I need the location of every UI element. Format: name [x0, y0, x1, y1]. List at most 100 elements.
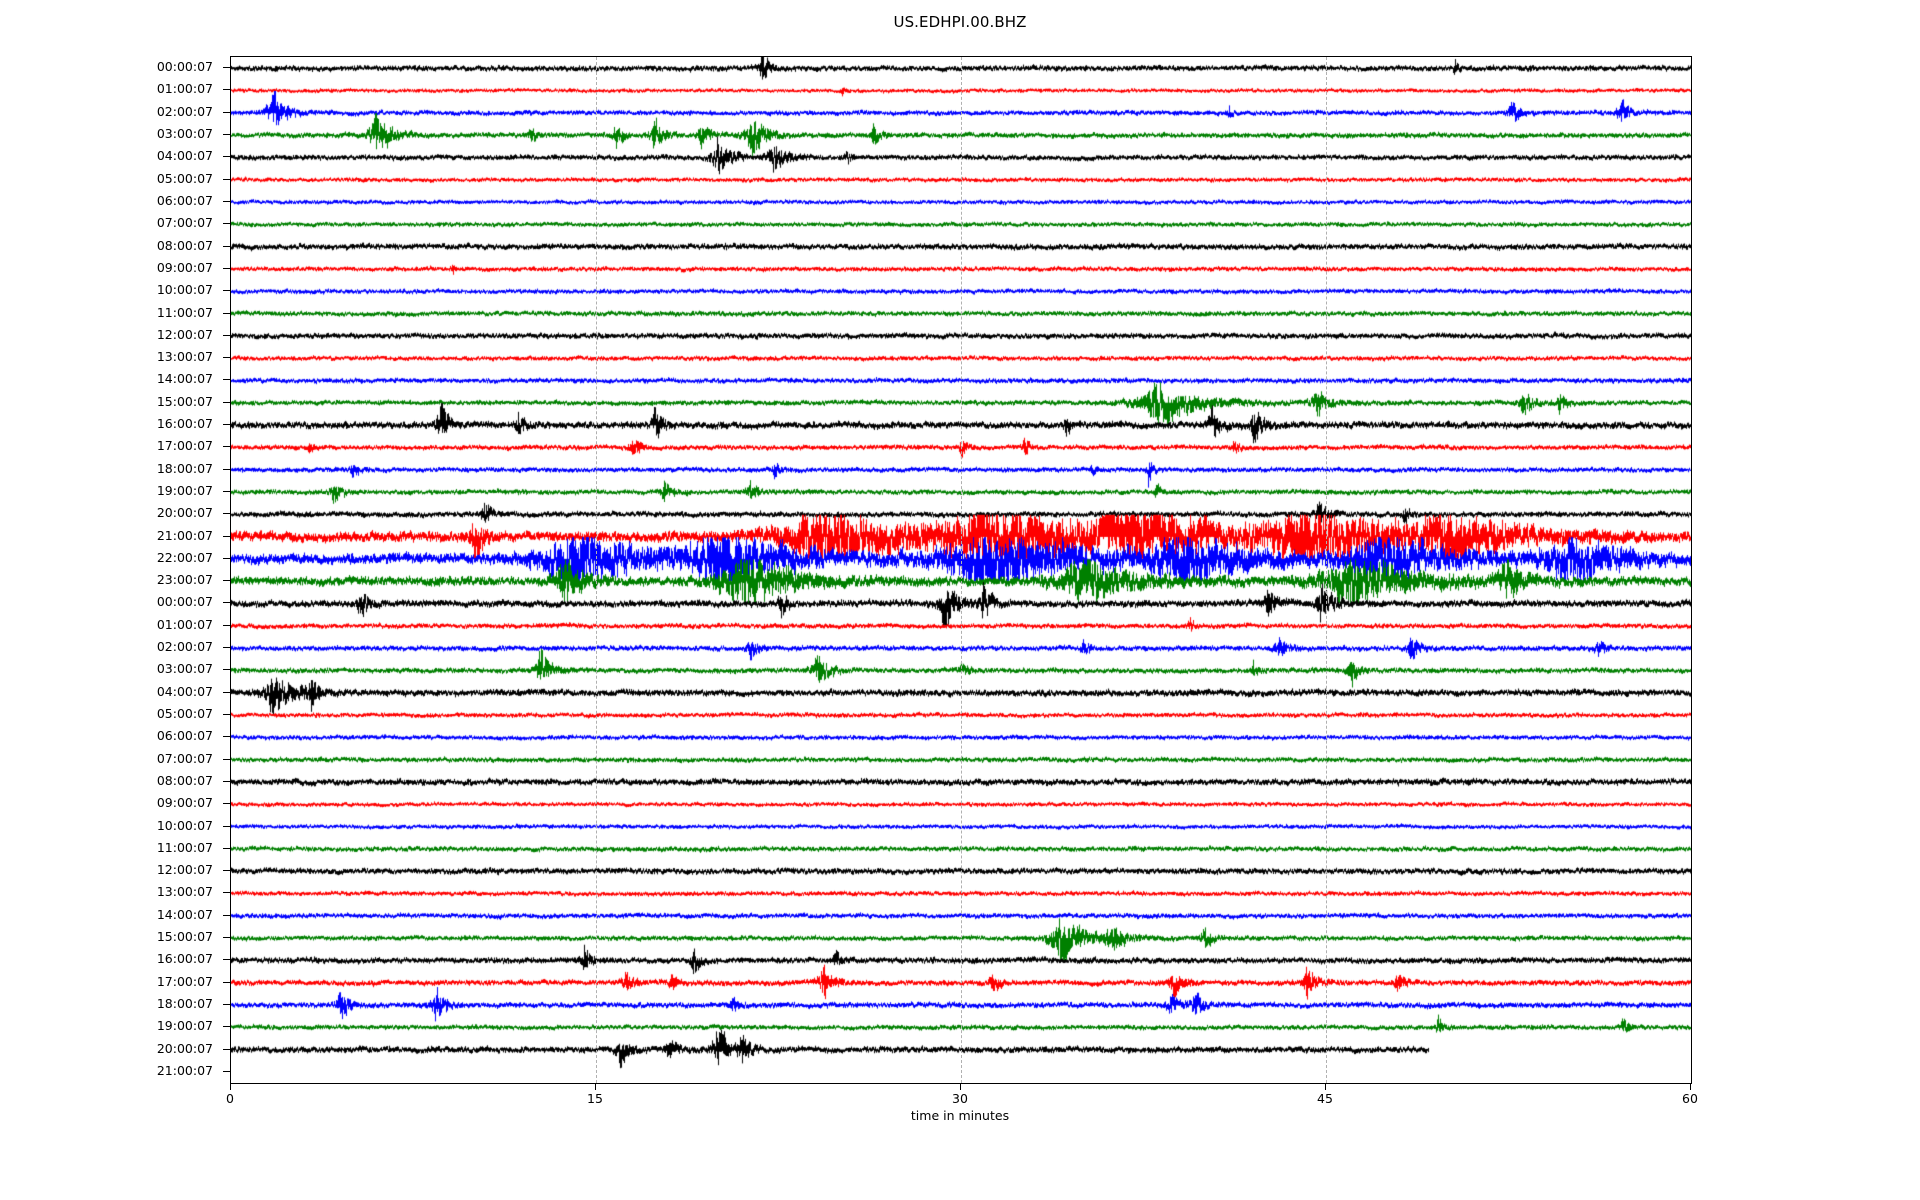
- y-axis-tick-label: 13:00:07: [156, 348, 213, 364]
- x-axis-tick-labels: 0 15 30 45 60: [226, 1083, 1698, 1123]
- y-axis-tick-label: 04:00:07: [156, 148, 213, 164]
- y-axis-tick-label: 20:00:07: [156, 1040, 213, 1056]
- y-axis-tick-label: 03:00:07: [156, 661, 213, 677]
- y-axis-tick-label: 19:00:07: [156, 482, 213, 498]
- y-axis-tick-label: 18:00:07: [156, 995, 213, 1011]
- y-axis-tick-label: 15:00:07: [156, 393, 213, 409]
- y-axis-tick-mark: [223, 89, 230, 90]
- y-axis-tick-label: 17:00:07: [156, 438, 213, 454]
- x-axis-tick-label: 30: [952, 1091, 968, 1106]
- y-axis-tick-label: 17:00:07: [156, 973, 213, 989]
- y-axis-tick-mark: [223, 223, 230, 224]
- y-axis-tick-label: 01:00:07: [156, 616, 213, 632]
- x-axis-tick-label: 15: [587, 1091, 603, 1106]
- y-axis-tick-mark: [223, 491, 230, 492]
- y-axis-tick-label: 05:00:07: [156, 705, 213, 721]
- y-axis-tick-mark: [223, 335, 230, 336]
- y-axis-tick-mark: [223, 313, 230, 314]
- y-axis-tick-label: 22:00:07: [156, 549, 213, 565]
- y-axis-tick-label: 11:00:07: [156, 304, 213, 320]
- y-axis-tick-mark: [223, 134, 230, 135]
- y-axis-tick-mark: [223, 826, 230, 827]
- y-axis-tick-label: 10:00:07: [156, 817, 213, 833]
- y-axis-tick-mark: [223, 692, 230, 693]
- y-axis-tick-mark: [223, 268, 230, 269]
- y-axis-tick-label: 21:00:07: [156, 527, 213, 543]
- y-axis-tick-mark: [223, 580, 230, 581]
- y-axis-tick-mark: [223, 915, 230, 916]
- y-axis-tick-label: 14:00:07: [156, 371, 213, 387]
- y-axis-tick-label: 00:00:07: [156, 58, 213, 74]
- y-axis-tick-label: 10:00:07: [156, 281, 213, 297]
- y-axis-tick-mark: [223, 446, 230, 447]
- y-axis-tick-mark: [223, 1004, 230, 1005]
- y-axis-tick-mark: [223, 379, 230, 380]
- y-axis-tick-mark: [223, 402, 230, 403]
- y-axis-tick-mark: [223, 714, 230, 715]
- y-axis-tick-mark: [223, 1049, 230, 1050]
- y-axis-tick-label: 05:00:07: [156, 170, 213, 186]
- y-axis-tick-label: 07:00:07: [156, 215, 213, 231]
- y-axis-tick-label: 21:00:07: [156, 1062, 213, 1078]
- y-axis-tick-label: 15:00:07: [156, 928, 213, 944]
- y-axis-tick-label: 04:00:07: [156, 683, 213, 699]
- y-axis-tick-mark: [223, 558, 230, 559]
- y-axis-tick-label: 06:00:07: [156, 728, 213, 744]
- y-axis-tick-label: 06:00:07: [156, 192, 213, 208]
- y-axis-tick-label: 09:00:07: [156, 794, 213, 810]
- y-axis-tick-label: 07:00:07: [156, 750, 213, 766]
- y-axis-tick-mark: [223, 1026, 230, 1027]
- y-axis-tick-label: 19:00:07: [156, 1017, 213, 1033]
- x-axis-title: time in minutes: [910, 1108, 1010, 1123]
- y-axis-tick-mark: [223, 112, 230, 113]
- y-axis-tick-mark: [223, 759, 230, 760]
- x-axis-tick-mark: [1690, 1083, 1691, 1090]
- y-axis-tick-label: 08:00:07: [156, 237, 213, 253]
- y-axis-tick-label: 20:00:07: [156, 504, 213, 520]
- x-axis-tick-label: 60: [1682, 1091, 1698, 1106]
- x-axis-tick-mark: [595, 1083, 596, 1090]
- y-axis-tick-mark: [223, 781, 230, 782]
- y-axis-tick-mark: [223, 67, 230, 68]
- y-axis-tick-mark: [223, 870, 230, 871]
- seismic-traces-canvas: [231, 57, 1691, 1083]
- y-axis-tick-label: 12:00:07: [156, 326, 213, 342]
- y-axis-tick-mark: [223, 201, 230, 202]
- x-axis-tick-mark: [230, 1083, 231, 1090]
- y-axis-tick-label: 11:00:07: [156, 839, 213, 855]
- y-axis-tick-label: 13:00:07: [156, 884, 213, 900]
- y-axis-tick-mark: [223, 892, 230, 893]
- x-axis-tick-mark: [1325, 1083, 1326, 1090]
- y-axis-tick-mark: [223, 513, 230, 514]
- y-axis-tick-mark: [223, 536, 230, 537]
- y-axis-tick-label: 09:00:07: [156, 259, 213, 275]
- y-axis-tick-mark: [223, 469, 230, 470]
- y-axis-tick-mark: [223, 959, 230, 960]
- y-axis-tick-label: 00:00:07: [156, 594, 213, 610]
- y-axis-tick-label: 14:00:07: [156, 906, 213, 922]
- y-axis-tick-mark: [223, 246, 230, 247]
- y-axis-tick-mark: [223, 982, 230, 983]
- y-axis-tick-mark: [223, 647, 230, 648]
- y-axis-tick-label: 16:00:07: [156, 951, 213, 967]
- y-axis-tick-label: 02:00:07: [156, 638, 213, 654]
- y-axis-tick-mark: [223, 1071, 230, 1072]
- x-axis-tick-label: 45: [1317, 1091, 1333, 1106]
- y-axis-tick-mark: [223, 937, 230, 938]
- y-axis-tick-labels: 00:00:07 01:00:07 02:00:07 03:00:07 04:00:07…: [0, 56, 230, 1082]
- y-axis-tick-mark: [223, 669, 230, 670]
- y-axis-tick-label: 23:00:07: [156, 571, 213, 587]
- y-axis-tick-mark: [223, 803, 230, 804]
- y-axis-tick-mark: [223, 602, 230, 603]
- y-axis-tick-label: 03:00:07: [156, 125, 213, 141]
- y-axis-tick-label: 08:00:07: [156, 772, 213, 788]
- x-axis-tick-mark: [960, 1083, 961, 1090]
- plot-area: [230, 56, 1692, 1084]
- y-axis-tick-label: 01:00:07: [156, 81, 213, 97]
- y-axis-tick-mark: [223, 736, 230, 737]
- y-axis-tick-mark: [223, 156, 230, 157]
- x-axis-tick-label: 0: [226, 1091, 234, 1106]
- y-axis-tick-mark: [223, 179, 230, 180]
- y-axis-tick-label: 12:00:07: [156, 861, 213, 877]
- y-axis-tick-mark: [223, 290, 230, 291]
